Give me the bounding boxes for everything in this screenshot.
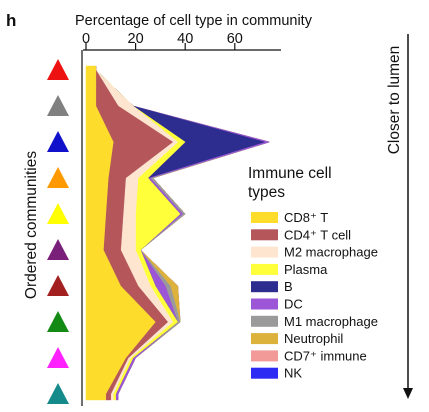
- arrow-label: Closer to lumen: [386, 46, 403, 155]
- panel-label: h: [6, 11, 16, 30]
- community-markers: [47, 59, 69, 404]
- legend-label: CD8⁺ T: [284, 210, 328, 225]
- community-marker: [47, 95, 69, 116]
- legend: Immune cell types CD8⁺ T CD4⁺ T cell M2 ma…: [248, 165, 378, 381]
- legend-label: NK: [284, 366, 302, 381]
- community-marker: [47, 347, 69, 368]
- y-axis-label: Ordered communities: [23, 151, 40, 299]
- community-marker: [47, 275, 69, 296]
- community-marker: [47, 239, 69, 260]
- community-marker: [47, 167, 69, 188]
- x-ticks: 0 20 40 60: [82, 31, 243, 50]
- community-marker: [47, 311, 69, 332]
- x-tick-label: 60: [227, 31, 243, 47]
- legend-swatch: [251, 246, 278, 258]
- lumen-arrow-head: [403, 388, 413, 399]
- stacked-areas: [85, 65, 270, 401]
- legend-swatch: [251, 298, 278, 310]
- community-marker: [47, 131, 69, 152]
- legend-title-line2: types: [248, 184, 285, 201]
- legend-label: M2 macrophage: [284, 245, 378, 260]
- legend-label: CD4⁺ T cell: [284, 227, 351, 242]
- legend-label: Neutrophil: [284, 331, 343, 346]
- legend-swatch: [251, 281, 278, 293]
- community-marker: [47, 203, 69, 224]
- x-tick-label: 40: [177, 31, 193, 47]
- area-cd8-t: [85, 65, 156, 401]
- legend-label: DC: [284, 297, 303, 312]
- legend-swatch: [251, 333, 278, 345]
- legend-swatch: [251, 263, 278, 275]
- legend-swatch: [251, 367, 278, 379]
- x-tick-label: 20: [128, 31, 144, 47]
- community-marker: [47, 59, 69, 80]
- legend-label: M1 macrophage: [284, 314, 378, 329]
- legend-items: CD8⁺ T CD4⁺ T cell M2 macrophage Plasma B DC M…: [251, 210, 378, 381]
- legend-swatch: [251, 229, 278, 241]
- legend-title-line1: Immune cell: [248, 165, 332, 182]
- legend-label: CD7⁺ immune: [284, 348, 367, 363]
- legend-label: B: [284, 279, 293, 294]
- legend-swatch: [251, 315, 278, 327]
- legend-swatch: [251, 350, 278, 362]
- chart-title: Percentage of cell type in community: [75, 13, 313, 29]
- x-axis: 0 20 40 60: [82, 31, 281, 51]
- legend-swatch: [251, 212, 278, 223]
- x-tick-label: 0: [82, 31, 90, 47]
- community-marker: [47, 383, 69, 404]
- legend-label: Plasma: [284, 262, 328, 277]
